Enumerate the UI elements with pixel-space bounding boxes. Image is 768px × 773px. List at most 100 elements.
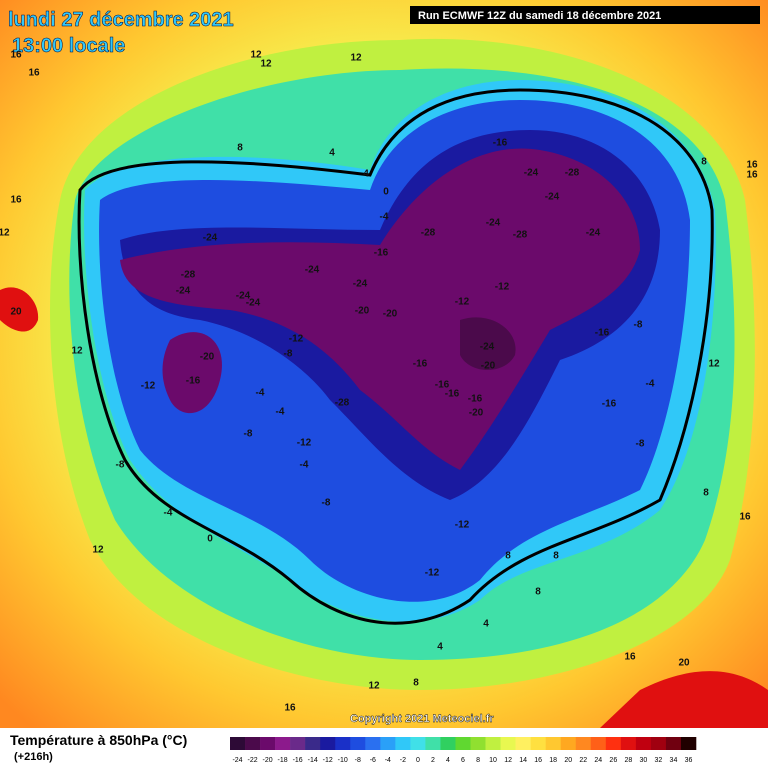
color-swatch bbox=[485, 737, 501, 750]
scale-tick-label: 6 bbox=[461, 757, 465, 764]
isotherm-label: -24 bbox=[236, 291, 251, 302]
isotherm-label: 0 bbox=[207, 534, 213, 545]
scale-tick-label: 26 bbox=[609, 757, 617, 764]
isotherm-label: 16 bbox=[746, 160, 758, 171]
run-info: Run ECMWF 12Z du samedi 18 décembre 2021 bbox=[418, 10, 661, 22]
isotherm-label: -16 bbox=[445, 389, 460, 400]
color-swatch bbox=[305, 737, 321, 750]
isotherm-label: 16 bbox=[739, 512, 751, 523]
isotherm-label: 16 bbox=[624, 652, 636, 663]
isotherm-label: -20 bbox=[355, 306, 370, 317]
scale-tick-label: -24 bbox=[232, 757, 242, 764]
isotherm-label: 12 bbox=[708, 359, 720, 370]
isotherm-label: -16 bbox=[468, 394, 483, 405]
isotherm-label: 12 bbox=[260, 59, 272, 70]
isotherm-label: -24 bbox=[480, 342, 495, 353]
color-swatch bbox=[320, 737, 336, 750]
isotherm-label: -24 bbox=[353, 279, 368, 290]
isotherm-label: -4 bbox=[300, 460, 309, 471]
isotherm-label: -8 bbox=[284, 349, 293, 360]
scale-tick-label: 36 bbox=[685, 757, 693, 764]
scale-tick-label: -12 bbox=[323, 757, 333, 764]
color-swatch bbox=[260, 737, 276, 750]
color-swatch bbox=[620, 737, 637, 750]
scale-tick-label: 30 bbox=[639, 757, 647, 764]
isotherm-label: -16 bbox=[435, 380, 450, 391]
scale-tick-label: 34 bbox=[670, 757, 678, 764]
time-subtitle: 13:00 locale bbox=[12, 35, 125, 57]
color-swatch bbox=[680, 737, 697, 750]
isotherm-label: 8 bbox=[237, 143, 243, 154]
color-swatch bbox=[455, 737, 471, 750]
scale-tick-label: 20 bbox=[564, 757, 572, 764]
scale-tick-label: 18 bbox=[549, 757, 557, 764]
isotherm-label: -24 bbox=[545, 192, 560, 203]
scale-tick-label: 4 bbox=[446, 757, 450, 764]
scale-tick-label: -8 bbox=[355, 757, 361, 764]
color-swatch bbox=[275, 737, 291, 750]
cold-core bbox=[460, 317, 516, 370]
color-swatch bbox=[605, 737, 622, 750]
isotherm-label: -4 bbox=[380, 212, 389, 223]
scale-tick-label: -10 bbox=[338, 757, 348, 764]
isotherm-label: -12 bbox=[141, 381, 156, 392]
scale-tick-label: -4 bbox=[385, 757, 391, 764]
scale-tick-label: -6 bbox=[370, 757, 376, 764]
isotherm-label: -12 bbox=[289, 334, 304, 345]
scale-tick-label: -16 bbox=[293, 757, 303, 764]
isotherm-label: -16 bbox=[186, 376, 201, 387]
isotherm-label: 0 bbox=[383, 187, 389, 198]
isotherm-label: 12 bbox=[368, 681, 380, 692]
isotherm-label: -24 bbox=[203, 233, 218, 244]
scale-tick-label: 28 bbox=[624, 757, 632, 764]
lead-time: (+216h) bbox=[14, 751, 53, 763]
color-swatch bbox=[560, 737, 577, 750]
color-swatch bbox=[245, 737, 261, 750]
isotherm-label: -8 bbox=[322, 498, 331, 509]
color-swatch bbox=[530, 737, 546, 750]
date-title: lundi 27 décembre 2021 bbox=[8, 9, 234, 31]
isotherm-labels: -24-28-24 -24-24-24-16-28-24-28-24 -28-24-… bbox=[0, 50, 758, 714]
isotherm-label: 16 bbox=[284, 703, 296, 714]
isotherm-label: 8 bbox=[701, 157, 707, 168]
scale-tick-label: -20 bbox=[263, 757, 273, 764]
isotherm-label: -12 bbox=[455, 520, 470, 531]
isotherm-label: 16 bbox=[746, 170, 758, 181]
variable-title: Température à 850hPa (°C) bbox=[10, 732, 187, 748]
color-swatch bbox=[365, 737, 381, 750]
isotherm-label: 16 bbox=[28, 68, 40, 79]
scale-tick-label: 0 bbox=[416, 757, 420, 764]
isotherm-label: -4 bbox=[256, 388, 265, 399]
isotherm-label: -20 bbox=[481, 361, 496, 372]
color-swatch bbox=[380, 737, 396, 750]
scale-tick-label: 24 bbox=[594, 757, 602, 764]
isotherm-label: 16 bbox=[10, 195, 22, 206]
isotherm-label: -24 bbox=[176, 286, 191, 297]
scale-tick-label: 10 bbox=[489, 757, 497, 764]
scale-tick-label: 14 bbox=[519, 757, 527, 764]
isotherm-label: -16 bbox=[413, 359, 428, 370]
scale-tick-label: 32 bbox=[655, 757, 663, 764]
isotherm-label: -4 bbox=[164, 508, 173, 519]
color-swatch bbox=[470, 737, 486, 750]
isotherm-label: -24 bbox=[246, 298, 261, 309]
zero-isotherm bbox=[77, 88, 714, 625]
color-swatch bbox=[440, 737, 456, 750]
color-swatch bbox=[515, 737, 531, 750]
isotherm-label: -20 bbox=[200, 352, 215, 363]
color-swatch bbox=[575, 737, 592, 750]
isotherm-label: -8 bbox=[244, 429, 253, 440]
scale-tick-label: -14 bbox=[308, 757, 318, 764]
scale-tick-label: -22 bbox=[247, 757, 257, 764]
scale-tick-label: 12 bbox=[504, 757, 512, 764]
isotherm-label: 8 bbox=[535, 587, 541, 598]
color-swatch bbox=[335, 737, 351, 750]
isotherm-label: 12 bbox=[0, 228, 10, 239]
cold-core bbox=[162, 332, 222, 414]
scale-tick-label: 16 bbox=[534, 757, 542, 764]
isotherm-label: -8 bbox=[636, 439, 645, 450]
isotherm-label: -28 bbox=[513, 230, 528, 241]
isotherm-label: 4 bbox=[363, 169, 369, 180]
scale-tick-label: 22 bbox=[579, 757, 587, 764]
